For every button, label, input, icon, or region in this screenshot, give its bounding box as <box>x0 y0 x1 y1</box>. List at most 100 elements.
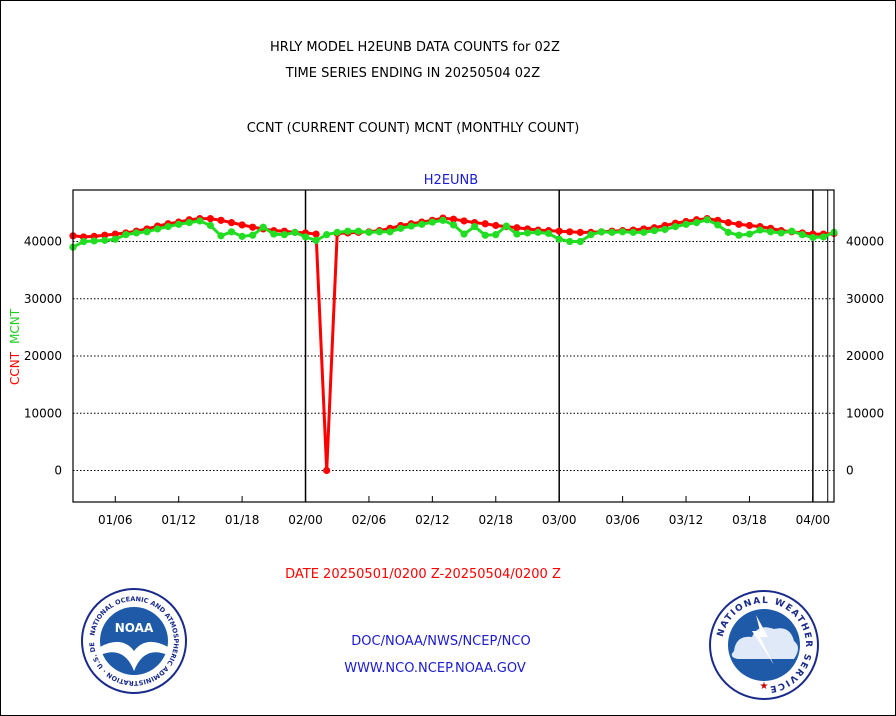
y-tick-label-right: 10000 <box>846 406 884 420</box>
data-point-mcnt <box>534 228 542 236</box>
data-point-mcnt <box>122 231 130 239</box>
x-tick-label: 03/06 <box>605 513 640 527</box>
chart-title-line2: TIME SERIES ENDING IN 20250504 02Z <box>285 66 541 81</box>
data-point-mcnt <box>777 229 785 237</box>
data-point-mcnt <box>640 228 648 236</box>
data-point-mcnt <box>79 237 88 246</box>
data-point-mcnt <box>312 236 320 244</box>
data-point-mcnt <box>238 232 246 240</box>
y-tick-label-right: 40000 <box>846 235 884 249</box>
x-tick-label: 01/18 <box>225 513 260 527</box>
data-point-ccnt <box>566 228 574 236</box>
data-point-ccnt <box>238 221 246 229</box>
data-point-mcnt <box>555 235 563 243</box>
y-tick-label-left: 30000 <box>24 292 62 306</box>
data-point-mcnt <box>513 230 521 238</box>
data-point-mcnt <box>153 225 162 233</box>
website-link[interactable]: WWW.NCO.NCEP.NOAA.GOV <box>344 661 526 676</box>
data-point-mcnt <box>375 228 384 236</box>
data-point-ccnt <box>481 220 489 228</box>
data-point-mcnt <box>798 231 806 239</box>
data-point-mcnt <box>671 223 680 231</box>
data-point-mcnt <box>788 227 796 235</box>
data-point-mcnt <box>597 228 606 236</box>
y-tick-label-left: 0 <box>54 464 62 478</box>
data-point-ccnt <box>576 228 584 236</box>
y-tick-label-right: 30000 <box>846 292 884 306</box>
data-point-mcnt <box>682 220 690 228</box>
series-line-ccnt <box>72 216 835 471</box>
data-point-ccnt <box>745 221 754 230</box>
data-point-mcnt <box>164 223 172 231</box>
data-point-ccnt <box>460 217 468 225</box>
chart-subtitle: CCNT (CURRENT COUNT) MCNT (MONTHLY COUNT… <box>247 121 580 136</box>
grid-lines <box>73 241 834 472</box>
data-point-ccnt <box>555 227 563 235</box>
data-point-ccnt <box>449 215 458 223</box>
data-point-ccnt <box>217 216 225 224</box>
data-point-mcnt <box>735 231 743 239</box>
data-point-ccnt <box>206 215 215 223</box>
data-point-mcnt <box>492 231 500 239</box>
y-axis-label: CCNT MCNT <box>8 308 22 385</box>
data-point-mcnt <box>301 233 310 241</box>
data-point-mcnt <box>766 228 775 236</box>
data-point-mcnt <box>111 235 119 243</box>
data-point-ccnt <box>312 230 320 238</box>
noaa-logo-icon: NOAA NATIONAL OCEANIC AND ATMOSPHERIC AD… <box>81 588 187 694</box>
data-point-mcnt <box>428 218 436 226</box>
date-range: DATE 20250501/0200 Z-20250504/0200 Z <box>285 567 561 582</box>
x-tick-label: 02/00 <box>288 513 323 527</box>
data-point-mcnt <box>227 228 236 236</box>
data-point-mcnt <box>270 230 278 238</box>
x-tick-label: 02/18 <box>478 513 513 527</box>
data-point-mcnt <box>291 228 299 236</box>
data-point-mcnt <box>566 237 574 246</box>
data-point-mcnt <box>692 219 701 227</box>
data-point-ccnt <box>513 224 521 232</box>
y-tick-label-right: 20000 <box>846 349 884 363</box>
data-point-ccnt <box>227 219 236 227</box>
data-point-mcnt <box>819 233 828 241</box>
x-tick-label: 02/06 <box>352 513 387 527</box>
data-point-mcnt <box>249 231 257 239</box>
data-point-mcnt <box>196 217 204 225</box>
x-tick-label: 03/00 <box>542 513 577 527</box>
data-point-mcnt <box>481 231 489 239</box>
y-axis-label-mcnt: MCNT <box>8 308 22 344</box>
data-point-mcnt <box>259 223 267 231</box>
data-point-mcnt <box>523 229 532 237</box>
data-point-mcnt <box>185 219 193 227</box>
x-axis-ticks: 01/06 01/12 01/18 02/00 02/06 02/12 02/18 03/00… <box>98 496 830 527</box>
y-tick-label-left: 20000 <box>24 349 62 363</box>
data-point-mcnt <box>502 222 510 230</box>
x-tick-label: 03/18 <box>732 513 767 527</box>
data-point-mcnt <box>280 231 288 239</box>
y-tick-label-left: 40000 <box>24 235 62 249</box>
data-point-mcnt <box>323 231 331 239</box>
data-point-mcnt <box>101 236 109 244</box>
data-point-mcnt <box>460 230 468 238</box>
data-point-ccnt <box>735 220 743 228</box>
data-point-mcnt <box>629 228 637 236</box>
x-tick-label: 02/12 <box>415 513 450 527</box>
data-point-mcnt <box>809 233 817 242</box>
data-point-ccnt <box>492 221 500 230</box>
data-point-mcnt <box>650 227 658 235</box>
data-point-mcnt <box>714 221 722 229</box>
data-point-mcnt <box>576 237 584 246</box>
data-point-ccnt <box>101 231 109 239</box>
x-tick-label: 01/06 <box>98 513 133 527</box>
data-point-mcnt <box>756 226 764 234</box>
data-point-ccnt <box>249 223 257 231</box>
data-point-mcnt <box>365 228 373 236</box>
data-point-mcnt <box>703 216 711 224</box>
data-point-ccnt <box>724 219 732 227</box>
y-tick-label-right: 0 <box>846 464 854 478</box>
x-tick-label: 03/12 <box>669 513 704 527</box>
plot-title: H2EUNB <box>424 173 478 188</box>
data-point-mcnt <box>175 220 183 228</box>
y-tick-label-left: 10000 <box>24 406 62 420</box>
series-layer <box>69 214 838 475</box>
